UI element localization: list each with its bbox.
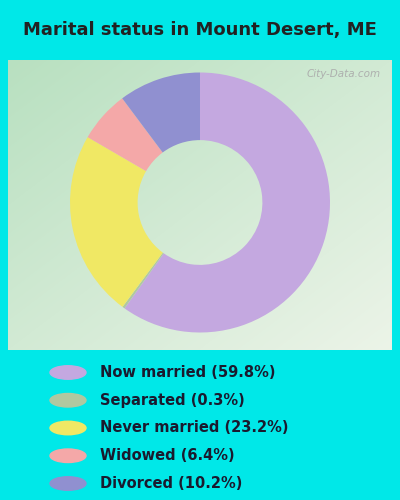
Circle shape — [50, 421, 86, 434]
Text: Divorced (10.2%): Divorced (10.2%) — [100, 476, 242, 491]
Wedge shape — [122, 72, 200, 152]
Wedge shape — [122, 252, 164, 308]
Text: Widowed (6.4%): Widowed (6.4%) — [100, 448, 235, 463]
Text: Now married (59.8%): Now married (59.8%) — [100, 365, 276, 380]
Circle shape — [50, 477, 86, 490]
Circle shape — [50, 394, 86, 407]
Circle shape — [50, 366, 86, 379]
Text: City-Data.com: City-Data.com — [306, 68, 380, 78]
Wedge shape — [70, 137, 163, 307]
Text: Marital status in Mount Desert, ME: Marital status in Mount Desert, ME — [23, 21, 377, 39]
Text: Separated (0.3%): Separated (0.3%) — [100, 393, 245, 408]
Wedge shape — [124, 72, 330, 332]
Circle shape — [50, 449, 86, 462]
Wedge shape — [88, 98, 163, 171]
Text: Never married (23.2%): Never married (23.2%) — [100, 420, 288, 436]
